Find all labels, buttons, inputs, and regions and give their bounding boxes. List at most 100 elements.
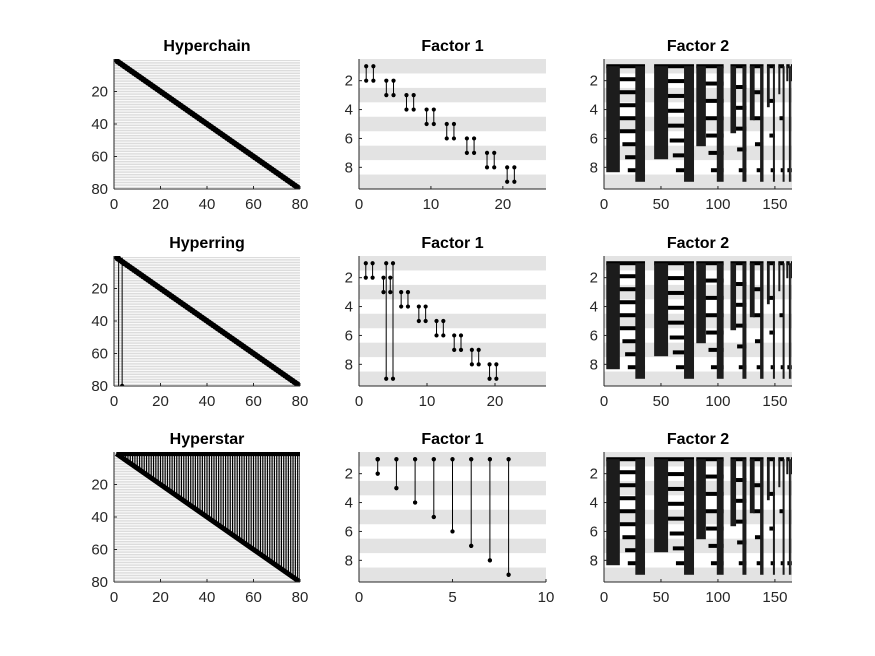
dense-block-2 [684, 66, 695, 182]
dense-row-3 [696, 64, 724, 69]
vertex-marker [384, 93, 389, 98]
dense-row-1 [608, 274, 646, 279]
x-tick-label: 40 [199, 393, 216, 410]
dense-row-9 [791, 365, 792, 370]
y-tick-label: 80 [91, 574, 108, 591]
panel-9: 0 50 100 150 2 4 6 8 Factor 2 [590, 431, 792, 606]
dense-row-4 [737, 540, 747, 545]
dense-row-1 [608, 77, 646, 82]
y-tick-label: 4 [345, 299, 353, 316]
vertex-marker [512, 179, 517, 184]
dense-row-6 [770, 561, 775, 566]
dense-row-2 [657, 276, 695, 281]
vertex-marker [405, 304, 411, 309]
dense-row-4 [733, 302, 747, 307]
dense-row-3 [706, 526, 724, 531]
dense-row-2 [657, 79, 695, 84]
vertex-marker [434, 333, 439, 338]
panel-title: Factor 1 [421, 38, 483, 55]
dense-block-top-3 [696, 263, 706, 344]
dense-row-4 [735, 519, 747, 524]
panel-title: Hyperring [169, 235, 245, 252]
dense-row-3 [701, 98, 724, 103]
x-tick-label: 10 [538, 589, 555, 606]
dense-row-1 [622, 142, 646, 147]
dense-row-5 [756, 561, 764, 566]
dense-block-top-9 [790, 66, 792, 82]
dense-row-1 [625, 352, 646, 357]
dense-row-1 [619, 129, 646, 134]
x-tick-label: 0 [600, 589, 608, 606]
y-tick-label: 6 [590, 130, 598, 147]
dense-row-2 [669, 531, 695, 536]
vertex-marker [423, 318, 428, 324]
vertex-marker [431, 107, 436, 112]
vertex-marker [424, 121, 429, 127]
dense-block-top-8 [786, 66, 789, 82]
dense-row-1 [622, 535, 646, 540]
dense-row-5 [753, 509, 764, 514]
vertex-marker [381, 290, 386, 295]
x-tick-label: 40 [199, 196, 216, 213]
vertex-marker [370, 261, 375, 266]
row-stripe [604, 371, 792, 386]
dense-row-6 [769, 330, 775, 335]
diagonal-band [114, 452, 300, 582]
dense-block-top-2 [654, 459, 669, 553]
dense-row-2 [666, 516, 695, 521]
dense-row-2 [660, 486, 695, 491]
vertex-marker [469, 543, 474, 548]
y-tick-label: 8 [590, 356, 598, 373]
vertex-marker [505, 165, 510, 170]
x-tick-label: 0 [110, 393, 118, 410]
dense-block-9 [791, 459, 792, 575]
dense-row-4 [732, 478, 747, 483]
dense-row-5 [754, 339, 764, 344]
dense-row-6 [768, 491, 775, 496]
dense-block-top-4 [730, 459, 737, 527]
dense-row-2 [654, 457, 695, 462]
vertex-marker [450, 457, 455, 462]
x-tick-label: 60 [245, 589, 262, 606]
dense-row-3 [698, 278, 724, 283]
vertex-marker [363, 261, 368, 266]
dense-block-1 [635, 459, 646, 575]
y-tick-label: 8 [590, 159, 598, 176]
vertex-marker [411, 107, 416, 112]
y-tick-label: 40 [91, 116, 108, 133]
y-tick-label: 20 [91, 84, 108, 101]
dense-block-top-2 [654, 66, 669, 160]
vertex-marker [452, 333, 457, 338]
dense-row-7 [779, 313, 785, 318]
dense-block-top-9 [790, 459, 792, 475]
dense-row-5 [751, 90, 764, 95]
dense-block-7 [782, 263, 785, 379]
dense-row-3 [696, 457, 724, 462]
vertex-marker [399, 304, 404, 309]
vertex-marker [484, 165, 490, 170]
dense-row-6 [768, 295, 775, 300]
dense-row-1 [617, 116, 646, 121]
dense-row-1 [608, 470, 646, 475]
y-tick-label: 4 [345, 495, 353, 512]
dense-row-3 [698, 474, 724, 479]
dense-block-top-1 [606, 263, 620, 370]
row-stripe [359, 313, 546, 329]
dense-row-7 [778, 261, 785, 266]
vertex-marker [404, 107, 409, 112]
dense-row-7 [780, 168, 785, 173]
dense-row-1 [625, 155, 646, 160]
dense-row-2 [669, 335, 695, 340]
dense-row-7 [779, 509, 785, 514]
vertex-marker [391, 78, 396, 83]
dense-row-1 [611, 90, 646, 95]
vertex-marker [441, 333, 446, 338]
dense-row-9 [791, 168, 792, 173]
row-stripe [359, 59, 546, 74]
vertex-marker [388, 290, 393, 295]
plot-area [359, 59, 546, 189]
y-tick-label: 4 [590, 495, 598, 512]
vertex-marker [492, 165, 497, 170]
plot-area [359, 452, 546, 582]
x-tick-label: 10 [423, 196, 440, 213]
